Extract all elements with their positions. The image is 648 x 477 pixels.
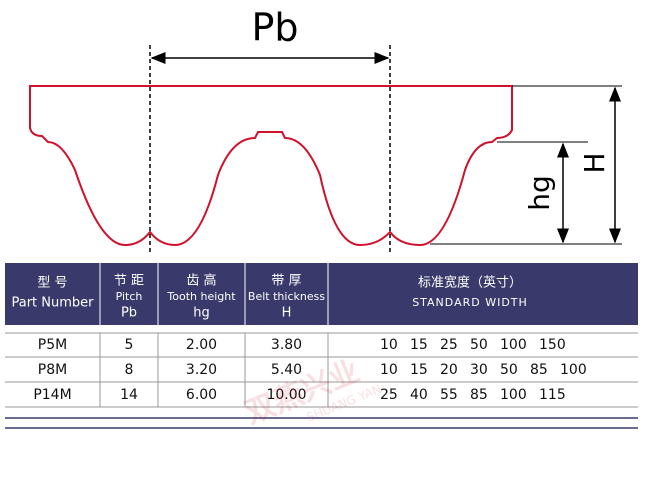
width-value: 15	[410, 337, 428, 353]
width-value: 100	[500, 387, 527, 403]
belt-profile	[29, 85, 513, 247]
header-text: Pb	[121, 306, 137, 321]
cell-text: 8	[125, 362, 134, 378]
cell-text: P5M	[38, 337, 67, 353]
width-value: 100	[560, 362, 587, 378]
header-text: hg	[193, 306, 210, 321]
cell-text: 6.00	[186, 387, 217, 403]
belt-diagram: Pb H hg	[29, 6, 622, 252]
width-value: 50	[470, 337, 488, 353]
cell-text: 14	[120, 387, 138, 403]
width-value: 25	[380, 387, 398, 403]
header-text: STANDARD WIDTH	[412, 296, 528, 309]
width-value: 150	[539, 337, 566, 353]
tooth-height-label: hg	[523, 175, 556, 211]
width-value: 85	[470, 387, 488, 403]
width-value: 85	[530, 362, 548, 378]
header-text: 齿 高	[186, 273, 216, 289]
width-value: 100	[500, 337, 527, 353]
header-text: 标准宽度（英寸）	[418, 275, 522, 291]
cell-text: 2.00	[186, 337, 217, 353]
header-text: Part Number	[11, 296, 94, 311]
width-value: 10	[380, 337, 398, 353]
header-text: Tooth height	[166, 290, 236, 303]
watermark-cn: 双燕兴业	[240, 354, 364, 431]
watermark: 双燕兴业 SHUANG YAN	[240, 354, 383, 431]
cell-text: P8M	[38, 362, 67, 378]
width-value: 15	[410, 362, 428, 378]
pitch-label: Pb	[251, 6, 298, 50]
cell-text: P14M	[33, 387, 71, 403]
width-value: 55	[440, 387, 458, 403]
header-text: H	[282, 306, 292, 321]
header-text: 带 厚	[271, 274, 301, 289]
cell-text: 5.40	[271, 362, 302, 378]
table-header-bg	[5, 263, 638, 325]
width-value: 50	[500, 362, 518, 378]
cell-text: 5	[125, 337, 134, 353]
width-value: 40	[410, 387, 428, 403]
width-value: 115	[539, 387, 566, 403]
width-value: 25	[440, 337, 458, 353]
thickness-label: H	[578, 152, 611, 173]
header-text: 节 距	[114, 274, 144, 289]
cell-text: 3.80	[271, 337, 302, 353]
header-text: Pitch	[116, 290, 143, 303]
width-value: 10	[380, 362, 398, 378]
cell-text: 3.20	[186, 362, 217, 378]
width-value: 20	[440, 362, 458, 378]
cell-text: 10.00	[266, 387, 306, 403]
width-value: 30	[470, 362, 488, 378]
header-text: 型 号	[37, 276, 67, 291]
header-text: Belt thickness	[248, 290, 325, 303]
